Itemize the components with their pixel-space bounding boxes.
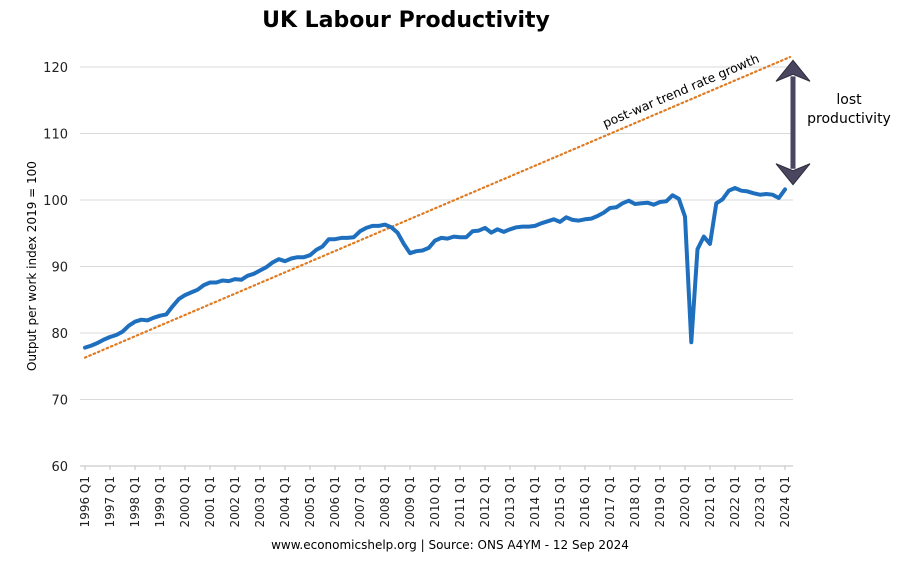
arrow-head-up xyxy=(775,59,811,82)
x-tick-label: 1997 Q1 xyxy=(103,476,117,527)
x-tick-label: 2012 Q1 xyxy=(478,476,492,527)
source-note: www.economicshelp.org | Source: ONS A4YM… xyxy=(271,538,629,552)
trend-label: post-war trend rate growth xyxy=(600,51,761,131)
x-tick-label: 1998 Q1 xyxy=(128,476,142,527)
x-tick-label: 2002 Q1 xyxy=(228,476,242,527)
y-tick-label: 90 xyxy=(51,261,68,276)
y-axis: 60 70 80 90 100 110 120 xyxy=(43,61,68,475)
x-tick-label: 2010 Q1 xyxy=(428,476,442,527)
x-tick-label: 2007 Q1 xyxy=(353,476,367,527)
x-tick-label: 2022 Q1 xyxy=(728,476,742,527)
x-tick-label: 2018 Q1 xyxy=(628,476,642,527)
series-line-productivity xyxy=(83,186,787,350)
x-tick-label: 2020 Q1 xyxy=(678,476,692,527)
x-tick-label: 2014 Q1 xyxy=(528,476,542,527)
x-tick-label: 2017 Q1 xyxy=(603,476,617,527)
x-tick-label: 2015 Q1 xyxy=(553,476,567,527)
lost-productivity-arrow xyxy=(775,59,811,186)
y-tick-label: 100 xyxy=(43,194,68,209)
x-tick-label: 2006 Q1 xyxy=(328,476,342,527)
y-tick-label: 70 xyxy=(51,394,68,409)
x-tick-label: 2009 Q1 xyxy=(403,476,417,527)
lost-label: lost xyxy=(836,92,862,108)
y-tick-label: 80 xyxy=(51,327,68,342)
x-tick-label: 2019 Q1 xyxy=(653,476,667,527)
x-tick-label: 2011 Q1 xyxy=(453,476,467,527)
x-tick-label: 2008 Q1 xyxy=(378,476,392,527)
x-tick-label: 2001 Q1 xyxy=(203,476,217,527)
trend-line xyxy=(83,55,792,359)
y-tick-label: 120 xyxy=(43,61,68,76)
chart-title: UK Labour Productivity xyxy=(262,8,550,33)
x-tick-label: 2021 Q1 xyxy=(703,476,717,527)
x-tick-label: 2003 Q1 xyxy=(253,476,267,527)
productivity-label: productivity xyxy=(807,111,891,127)
x-tick-label: 2000 Q1 xyxy=(178,476,192,527)
y-tick-label: 60 xyxy=(51,460,68,475)
arrow-head-down xyxy=(775,163,811,186)
x-tick-label: 1996 Q1 xyxy=(78,476,92,527)
x-tick-label: 2024 Q1 xyxy=(778,476,792,527)
x-tick-label: 1999 Q1 xyxy=(153,476,167,527)
x-tick-label: 2013 Q1 xyxy=(503,476,517,527)
x-axis: 1996 Q1 1997 Q1 1998 Q1 1999 Q1 2000 Q1 2001 … xyxy=(78,466,792,527)
x-tick-label: 2005 Q1 xyxy=(303,476,317,527)
x-tick-label: 2016 Q1 xyxy=(578,476,592,527)
gridlines xyxy=(80,66,793,467)
y-axis-title: Output per work index 2019 = 100 xyxy=(25,161,39,371)
x-tick-label: 2004 Q1 xyxy=(278,476,292,527)
y-tick-label: 110 xyxy=(43,128,68,143)
x-tick-label: 2023 Q1 xyxy=(753,476,767,527)
